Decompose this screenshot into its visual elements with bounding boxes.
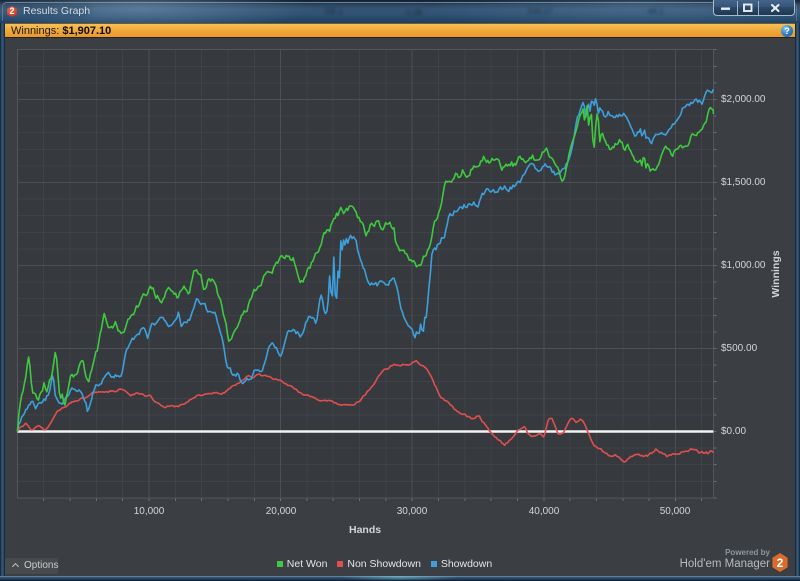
svg-text:2: 2 — [777, 556, 784, 570]
